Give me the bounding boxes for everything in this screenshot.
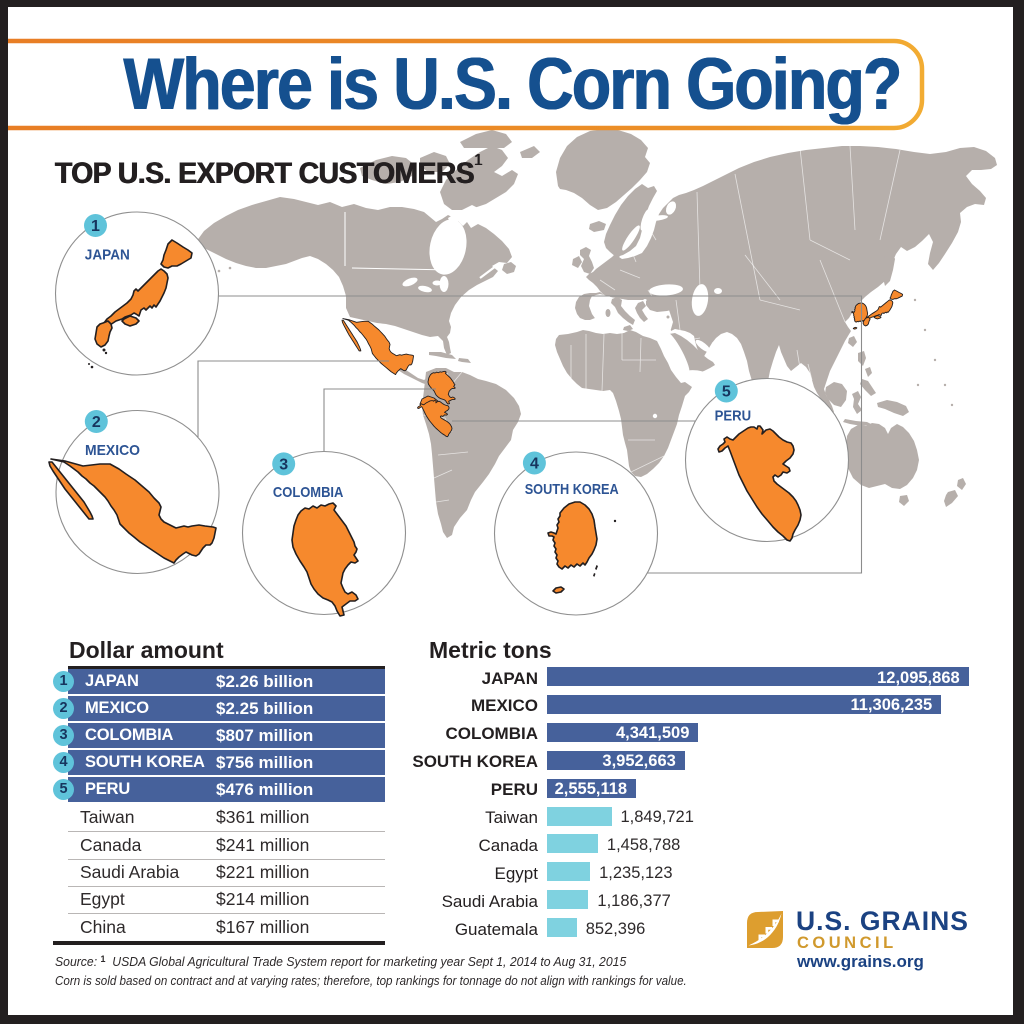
svg-text:PERU: PERU bbox=[715, 408, 752, 424]
svg-text:2: 2 bbox=[92, 414, 101, 431]
svg-text:JAPAN: JAPAN bbox=[85, 247, 130, 263]
svg-text:3: 3 bbox=[279, 456, 288, 473]
svg-text:SOUTH KOREA: SOUTH KOREA bbox=[525, 482, 619, 498]
svg-text:5: 5 bbox=[722, 384, 731, 401]
svg-text:4: 4 bbox=[530, 456, 539, 473]
svg-text:1: 1 bbox=[91, 218, 100, 235]
svg-text:MEXICO: MEXICO bbox=[85, 443, 140, 459]
svg-text:COLOMBIA: COLOMBIA bbox=[273, 485, 344, 501]
